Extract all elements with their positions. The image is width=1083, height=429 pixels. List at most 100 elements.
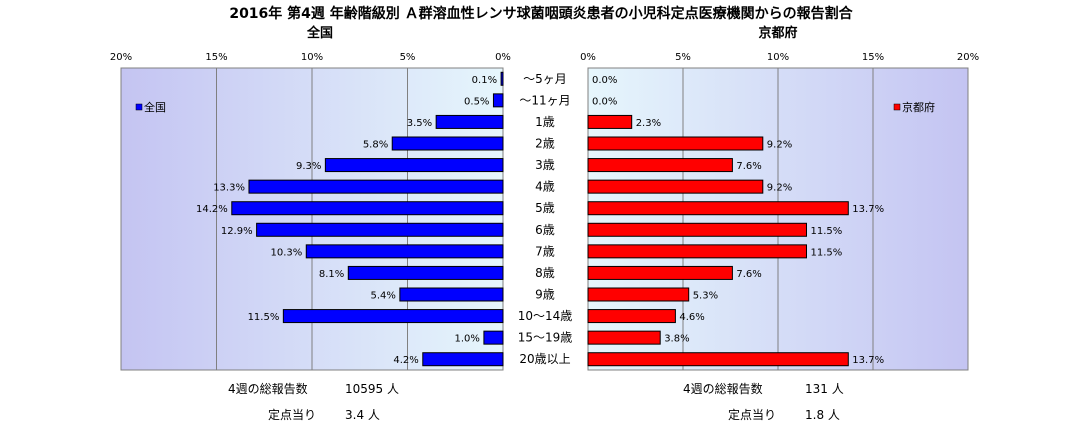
- left-panel-title: 全国: [306, 25, 333, 41]
- left-data-label: 3.5%: [407, 118, 432, 129]
- left-bar: [422, 352, 504, 367]
- left-data-label: 11.5%: [248, 312, 280, 323]
- category-label: 2歳: [535, 137, 555, 151]
- left-per-label: 定点当り: [268, 407, 316, 422]
- category-label: ～11ヶ月: [519, 93, 570, 107]
- category-label: 9歳: [535, 288, 555, 302]
- left-bar: [399, 287, 504, 302]
- right-bar: [587, 201, 849, 216]
- left-bar: [435, 114, 504, 129]
- left-bar: [305, 244, 504, 259]
- left-data-label: 5.8%: [363, 140, 388, 151]
- right-data-label: 0.0%: [592, 96, 617, 107]
- left-tick-label: 15%: [205, 52, 227, 63]
- category-label: 15～19歳: [518, 331, 573, 345]
- right-data-label: 9.2%: [767, 140, 792, 151]
- left-bar: [256, 222, 504, 237]
- right-tick-label: 20%: [957, 52, 979, 63]
- category-label: ～5ヶ月: [523, 72, 567, 86]
- right-bars: 0.0% 0.0% 2.3% 9.2% 7.6% 9.2% 13.7% 11.5% 11.5% 7…: [587, 75, 884, 367]
- left-per-value: 3.4 人: [345, 408, 380, 422]
- right-data-label: 11.5%: [811, 247, 843, 258]
- left-data-label: 9.3%: [296, 161, 321, 172]
- category-label: 3歳: [535, 158, 555, 172]
- right-tick-label: 10%: [767, 52, 789, 63]
- right-data-label: 9.2%: [767, 183, 792, 194]
- left-tick-label: 10%: [301, 52, 323, 63]
- right-tick-label: 0%: [580, 52, 596, 63]
- right-total-label: 4週の総報告数: [683, 381, 763, 396]
- category-label: 10～14歳: [518, 309, 573, 323]
- right-bar: [587, 114, 633, 129]
- category-label: 8歳: [535, 266, 555, 280]
- right-data-label: 7.6%: [736, 269, 761, 280]
- right-bar: [587, 352, 849, 367]
- left-tick-label: 5%: [400, 52, 416, 63]
- left-data-label: 13.3%: [213, 183, 245, 194]
- right-data-label: 3.8%: [664, 334, 689, 345]
- left-data-label: 5.4%: [370, 291, 395, 302]
- right-legend-swatch: [893, 103, 901, 111]
- category-label: 7歳: [535, 244, 555, 258]
- right-bar: [587, 330, 661, 345]
- right-axis-ticks: 0% 5% 10% 15% 20%: [580, 52, 979, 63]
- left-legend-swatch: [135, 103, 143, 111]
- left-legend-label: 全国: [144, 100, 166, 114]
- right-tick-label: 5%: [675, 52, 691, 63]
- category-label: 4歳: [535, 180, 555, 194]
- right-gridlines: [682, 68, 874, 370]
- left-data-label: 0.5%: [464, 96, 489, 107]
- chart-title: 2016年 第4週 年齢階級別 Ａ群溶血性レンサ球菌咽頭炎患者の小児科定点医療機…: [229, 5, 853, 22]
- left-bar: [483, 330, 504, 345]
- category-label: 6歳: [535, 223, 555, 237]
- right-bar: [587, 158, 733, 173]
- age-categories: ～5ヶ月 ～11ヶ月 1歳 2歳 3歳 4歳 5歳 6歳 7歳 8歳 9歳 10～14歳 15～19歳 2…: [518, 72, 573, 366]
- left-data-label: 8.1%: [319, 269, 344, 280]
- right-data-label: 7.6%: [736, 161, 761, 172]
- right-bar: [587, 179, 764, 194]
- right-data-label: 5.3%: [693, 291, 718, 302]
- right-tick-label: 15%: [862, 52, 884, 63]
- right-bar: [587, 287, 690, 302]
- left-bar: [324, 158, 504, 173]
- left-axis-ticks: 0% 5% 10% 15% 20%: [110, 52, 511, 63]
- left-bar: [500, 71, 504, 86]
- right-total-value: 131 人: [805, 382, 844, 396]
- left-bars: 0.1% 0.5% 3.5% 5.8% 9.3% 13.3% 14.2% 12.9% 10.3%…: [196, 71, 504, 367]
- right-per-label: 定点当り: [728, 407, 776, 422]
- left-data-label: 0.1%: [472, 75, 497, 86]
- right-bar: [587, 244, 807, 259]
- left-bar: [282, 309, 504, 324]
- right-data-label: 2.3%: [636, 118, 661, 129]
- category-label: 1歳: [535, 115, 555, 129]
- left-data-label: 12.9%: [221, 226, 253, 237]
- right-panel-title: 京都府: [758, 25, 797, 41]
- right-data-label: 13.7%: [852, 204, 884, 215]
- right-bar: [587, 222, 807, 237]
- right-bar: [587, 136, 764, 151]
- left-bar: [391, 136, 504, 151]
- right-bar: [587, 265, 733, 280]
- right-legend-label: 京都府: [902, 100, 935, 114]
- right-per-value: 1.8 人: [805, 408, 840, 422]
- left-data-label: 4.2%: [393, 355, 418, 366]
- left-bar: [492, 93, 504, 108]
- left-data-label: 10.3%: [270, 247, 302, 258]
- right-data-label: 11.5%: [811, 226, 843, 237]
- left-bar: [231, 201, 504, 216]
- right-data-label: 0.0%: [592, 75, 617, 86]
- left-legend: 全国: [135, 100, 166, 114]
- left-bar: [347, 265, 504, 280]
- left-data-label: 14.2%: [196, 204, 228, 215]
- right-bar: [587, 309, 676, 324]
- left-bar: [248, 179, 504, 194]
- left-total-value: 10595 人: [345, 382, 399, 396]
- right-data-label: 4.6%: [679, 312, 704, 323]
- left-tick-label: 0%: [495, 52, 511, 63]
- right-legend: 京都府: [893, 100, 935, 114]
- left-total-label: 4週の総報告数: [228, 381, 308, 396]
- category-label: 5歳: [535, 201, 555, 215]
- left-tick-label: 20%: [110, 52, 132, 63]
- left-data-label: 1.0%: [454, 334, 479, 345]
